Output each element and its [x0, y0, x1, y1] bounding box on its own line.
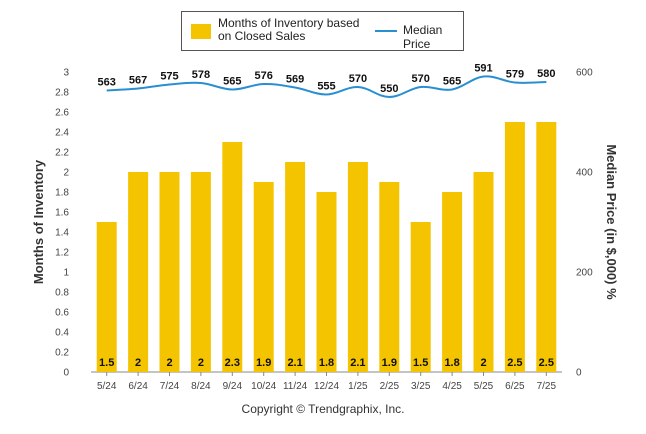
- y-tick-label: 2.6: [55, 108, 69, 119]
- bar-value-label: 1.8: [319, 357, 334, 369]
- x-tick-label: 4/25: [442, 381, 462, 392]
- x-tick-label: 10/24: [251, 381, 276, 392]
- price-value-label: 578: [192, 69, 210, 81]
- bar: [96, 222, 117, 372]
- bar: [128, 172, 149, 372]
- y-tick-label: 0: [63, 368, 69, 379]
- y-tick-label: 2.2: [55, 148, 69, 159]
- x-tick-label: 11/24: [283, 381, 308, 392]
- bar-value-label: 2.5: [539, 357, 554, 369]
- bar: [159, 172, 180, 372]
- price-labels: 563 567 575 578 565 576 569 555 570 550 570 565 591 5…: [98, 63, 556, 96]
- bars: [96, 122, 557, 372]
- x-tick-label: 6/25: [505, 381, 525, 392]
- bar-value-label: 1.8: [444, 357, 459, 369]
- y-tick-label: 0.4: [55, 328, 69, 339]
- bar-value-label: 1.9: [382, 357, 397, 369]
- copyright: Copyright © Trendgraphix, Inc.: [241, 402, 405, 416]
- price-value-label: 550: [380, 83, 398, 95]
- y-tick-label: 2.8: [55, 88, 69, 99]
- bar-value-label: 2: [480, 357, 486, 369]
- x-tick-label: 6/24: [128, 381, 148, 392]
- bar: [316, 192, 337, 372]
- price-value-label: 579: [506, 69, 524, 81]
- median-price-line: [106, 75, 547, 99]
- bar-value-label: 1.5: [99, 357, 114, 369]
- bar-value-label: 2.1: [287, 357, 302, 369]
- y-tick-label: 0.2: [55, 348, 69, 359]
- bar: [253, 182, 274, 372]
- y-tick-label: 1.6: [55, 208, 69, 219]
- price-value-label: 580: [537, 68, 555, 80]
- y-axis-label: Months of Inventory: [31, 159, 46, 284]
- y2-tick-label: 200: [576, 268, 593, 279]
- price-value-label: 565: [223, 76, 241, 88]
- price-value-label: 575: [160, 71, 178, 83]
- price-value-label: 570: [349, 73, 367, 85]
- legend-bar-swatch: [191, 24, 211, 39]
- bar-value-label: 1.9: [256, 357, 271, 369]
- y-tick-label: 2: [63, 168, 69, 179]
- bar: [222, 142, 243, 372]
- bar-labels: 1.5 2 2 2 2.3 1.9 2.1 1.8 2.1 1.9 1.5 1.8 2 2.5 2.5: [99, 357, 554, 369]
- bar-value-label: 2.1: [350, 357, 365, 369]
- y-tick-label: 2.4: [55, 128, 69, 139]
- y-tick-label: 0.8: [55, 288, 69, 299]
- price-value-label: 576: [255, 70, 273, 82]
- y2-tick-label: 0: [576, 368, 582, 379]
- bar-value-label: 2: [135, 357, 141, 369]
- x-tick-label: 7/24: [160, 381, 180, 392]
- bar: [504, 122, 525, 372]
- bar: [410, 222, 431, 372]
- bar-value-label: 1.5: [413, 357, 428, 369]
- bar: [442, 192, 463, 372]
- y2-tick-label: 600: [576, 68, 593, 79]
- x-tick-label: 8/24: [191, 381, 211, 392]
- bar-value-label: 2: [166, 357, 172, 369]
- y2-tick-label: 400: [576, 168, 593, 179]
- bar: [473, 172, 494, 372]
- x-tick-label: 9/24: [223, 381, 243, 392]
- bar-value-label: 2: [198, 357, 204, 369]
- y-tick-label: 1.4: [55, 228, 69, 239]
- y-tick-label: 1: [63, 268, 69, 279]
- x-tick-label: 5/24: [97, 381, 117, 392]
- x-tick-label: 2/25: [380, 381, 400, 392]
- y-tick-labels: 0 0.2 0.4 0.6 0.8 1 1.2 1.4 1.6 1.8 2 2.2 2.4 2.6 2.8 3: [55, 68, 69, 379]
- bar: [536, 122, 557, 372]
- x-tick-label: 3/25: [411, 381, 431, 392]
- legend-line-swatch: [375, 30, 397, 32]
- price-value-label: 570: [412, 73, 430, 85]
- y-tick-label: 1.2: [55, 248, 69, 259]
- x-tick-label: 7/25: [537, 381, 557, 392]
- x-tick-label: 1/25: [348, 381, 368, 392]
- price-value-label: 563: [98, 77, 116, 89]
- bar: [379, 182, 400, 372]
- bar: [190, 172, 211, 372]
- y2-axis-label: Median Price (in $,000) %: [604, 144, 619, 300]
- price-value-label: 565: [443, 76, 461, 88]
- bar-value-label: 2.5: [507, 357, 522, 369]
- price-value-label: 569: [286, 74, 304, 86]
- y-tick-label: 0.6: [55, 308, 69, 319]
- bar-value-label: 2.3: [225, 357, 240, 369]
- bar: [285, 162, 306, 372]
- y2-tick-labels: 0 200 400 600: [576, 68, 593, 379]
- legend-bar-label: Months of Inventory based on Closed Sale…: [218, 16, 360, 43]
- bar: [347, 162, 368, 372]
- x-tick-label: 5/25: [474, 381, 494, 392]
- x-tick-label: 12/24: [314, 381, 339, 392]
- price-value-label: 591: [474, 63, 492, 75]
- price-value-label: 555: [317, 81, 335, 93]
- x-tick-labels: 5/24 6/24 7/24 8/24 9/24 10/24 11/24 12/24 1/25 2…: [97, 372, 557, 392]
- legend: Months of Inventory based on Closed Sale…: [181, 11, 464, 51]
- legend-line-label: Median Price: [403, 23, 443, 51]
- price-line: [106, 75, 547, 99]
- price-value-label: 567: [129, 75, 147, 87]
- y-tick-label: 3: [63, 68, 69, 79]
- y-tick-label: 1.8: [55, 188, 69, 199]
